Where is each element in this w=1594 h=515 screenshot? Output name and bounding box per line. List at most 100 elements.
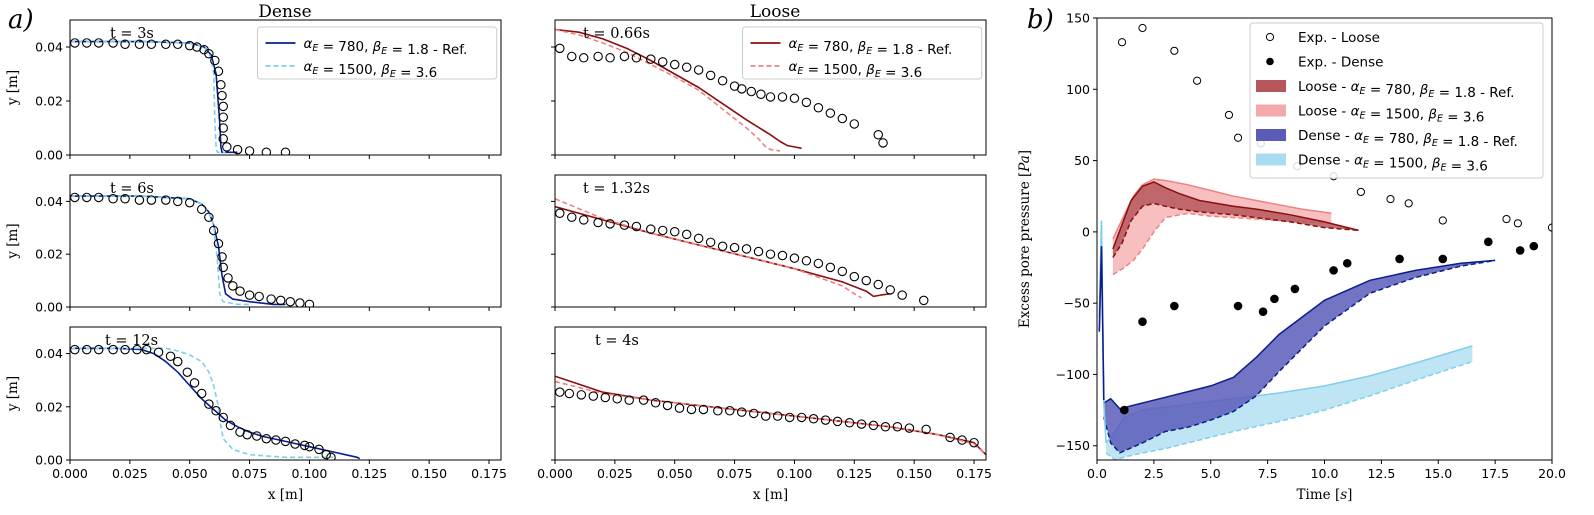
x-tick-label: 0.150 (896, 466, 932, 481)
exp-marker (108, 38, 118, 48)
legend-patch (1256, 104, 1286, 117)
series-line-alt (70, 195, 250, 306)
axes-frame (69, 174, 502, 308)
exp-marker (120, 344, 130, 355)
exp-marker (216, 80, 226, 90)
exp-marker (218, 412, 228, 423)
series-line-alt (555, 380, 986, 456)
exp-marker (646, 224, 656, 234)
exp-marker (204, 212, 214, 222)
exp-marker (837, 266, 848, 277)
exp-dense-marker (1270, 294, 1279, 304)
x-axis-label: x [m] (268, 487, 303, 503)
exp-marker (321, 449, 331, 460)
exp-marker (619, 220, 630, 230)
exp-marker (196, 388, 207, 399)
legend-frame (256, 26, 498, 80)
exp-marker (605, 219, 615, 229)
band-fill (1112, 182, 1359, 258)
exp-marker (120, 39, 130, 50)
exp-marker (669, 59, 680, 70)
exp-marker (173, 39, 183, 50)
legend-frame (741, 26, 983, 80)
time-annotation: t = 0.66s (583, 26, 650, 42)
axes-frame (554, 19, 987, 156)
subplot-loose_t066: t = 0.66s αE = 780, βE = 1.8 - Ref.αE = 1… (551, 19, 987, 159)
legend-frame (1249, 22, 1544, 179)
legend-label: Exp. - Loose (1298, 30, 1380, 46)
band-fill (1106, 345, 1473, 460)
legend-label: αE = 1500, βE = 3.6 (303, 59, 437, 81)
exp-marker (578, 53, 589, 63)
exp-marker (218, 262, 228, 273)
exp-marker (748, 408, 759, 419)
exp-marker (184, 40, 195, 51)
legend-label: Loose - αE = 1500, βE = 3.6 (1298, 104, 1484, 126)
y-tick-label: 0.02 (35, 399, 63, 414)
exp-marker (208, 225, 219, 236)
exp-marker (832, 416, 843, 427)
exp-marker (705, 237, 716, 248)
time-annotation: t = 4s (595, 333, 639, 349)
exp-marker (285, 296, 296, 307)
exp-marker (196, 204, 207, 215)
exp-dense-marker (1170, 301, 1179, 311)
exp-marker (70, 344, 80, 355)
exp-marker (218, 123, 228, 133)
exp-marker (564, 388, 575, 399)
series-line-ref (70, 347, 361, 460)
exp-marker (705, 70, 716, 81)
exp-marker (897, 290, 907, 300)
exp-marker (619, 51, 630, 62)
exp-marker (777, 250, 788, 261)
y-axis-label: y [m] (5, 70, 21, 106)
exp-marker (737, 84, 747, 94)
exp-marker (765, 92, 776, 102)
exp-marker (555, 387, 565, 397)
exp-marker (650, 398, 661, 408)
band-lower-line (1112, 212, 1332, 276)
x-axis-label: Time [s] (1297, 487, 1353, 503)
exp-marker (746, 86, 757, 97)
band-upper-line (1112, 181, 1359, 250)
exp-marker (576, 390, 587, 400)
x-tick-label: 0.175 (471, 466, 507, 481)
y-tick-label: −100 (1056, 367, 1090, 382)
plot-area (555, 198, 929, 306)
exp-marker (204, 399, 214, 409)
exp-marker (242, 429, 252, 440)
exp-loose-marker (1513, 219, 1522, 228)
dense-column-title: Dense (258, 2, 311, 22)
exp-loose-marker (1193, 76, 1202, 85)
exp-marker (567, 212, 577, 222)
exp-dense-marker (1515, 246, 1525, 255)
exp-marker (211, 406, 221, 416)
exp-marker (631, 221, 642, 232)
time-annotation: t = 12s (105, 333, 158, 349)
exp-marker (873, 279, 883, 290)
exp-marker (789, 93, 800, 104)
exp-loose-marker (1356, 187, 1366, 197)
exp-marker (605, 53, 615, 63)
exp-marker (120, 194, 130, 204)
exp-loose-marker (1170, 46, 1179, 55)
exp-marker (132, 344, 142, 355)
exp-marker (765, 249, 776, 259)
x-tick-label: 0.125 (351, 466, 387, 481)
x-tick-label: 0.0 (1087, 466, 1107, 481)
x-tick-label: 0.025 (112, 466, 148, 481)
exp-dense-marker (1233, 301, 1243, 311)
band-upper-line (1103, 259, 1496, 410)
x-tick-label: 0.100 (777, 466, 813, 481)
exp-marker (204, 48, 214, 59)
exp-marker (295, 298, 305, 307)
subplot-loose_t4: 0.000 0.025 0.050 0.075 0.100 0.125 0.150 0.175… (537, 326, 992, 503)
exp-marker (165, 351, 176, 362)
exp-loose-marker (1233, 133, 1243, 142)
exp-marker (326, 452, 336, 460)
exp-marker (631, 53, 642, 63)
exp-marker (225, 420, 236, 431)
exp-loose-marker (1404, 199, 1413, 208)
exp-marker (880, 421, 891, 432)
exp-marker (93, 38, 104, 48)
